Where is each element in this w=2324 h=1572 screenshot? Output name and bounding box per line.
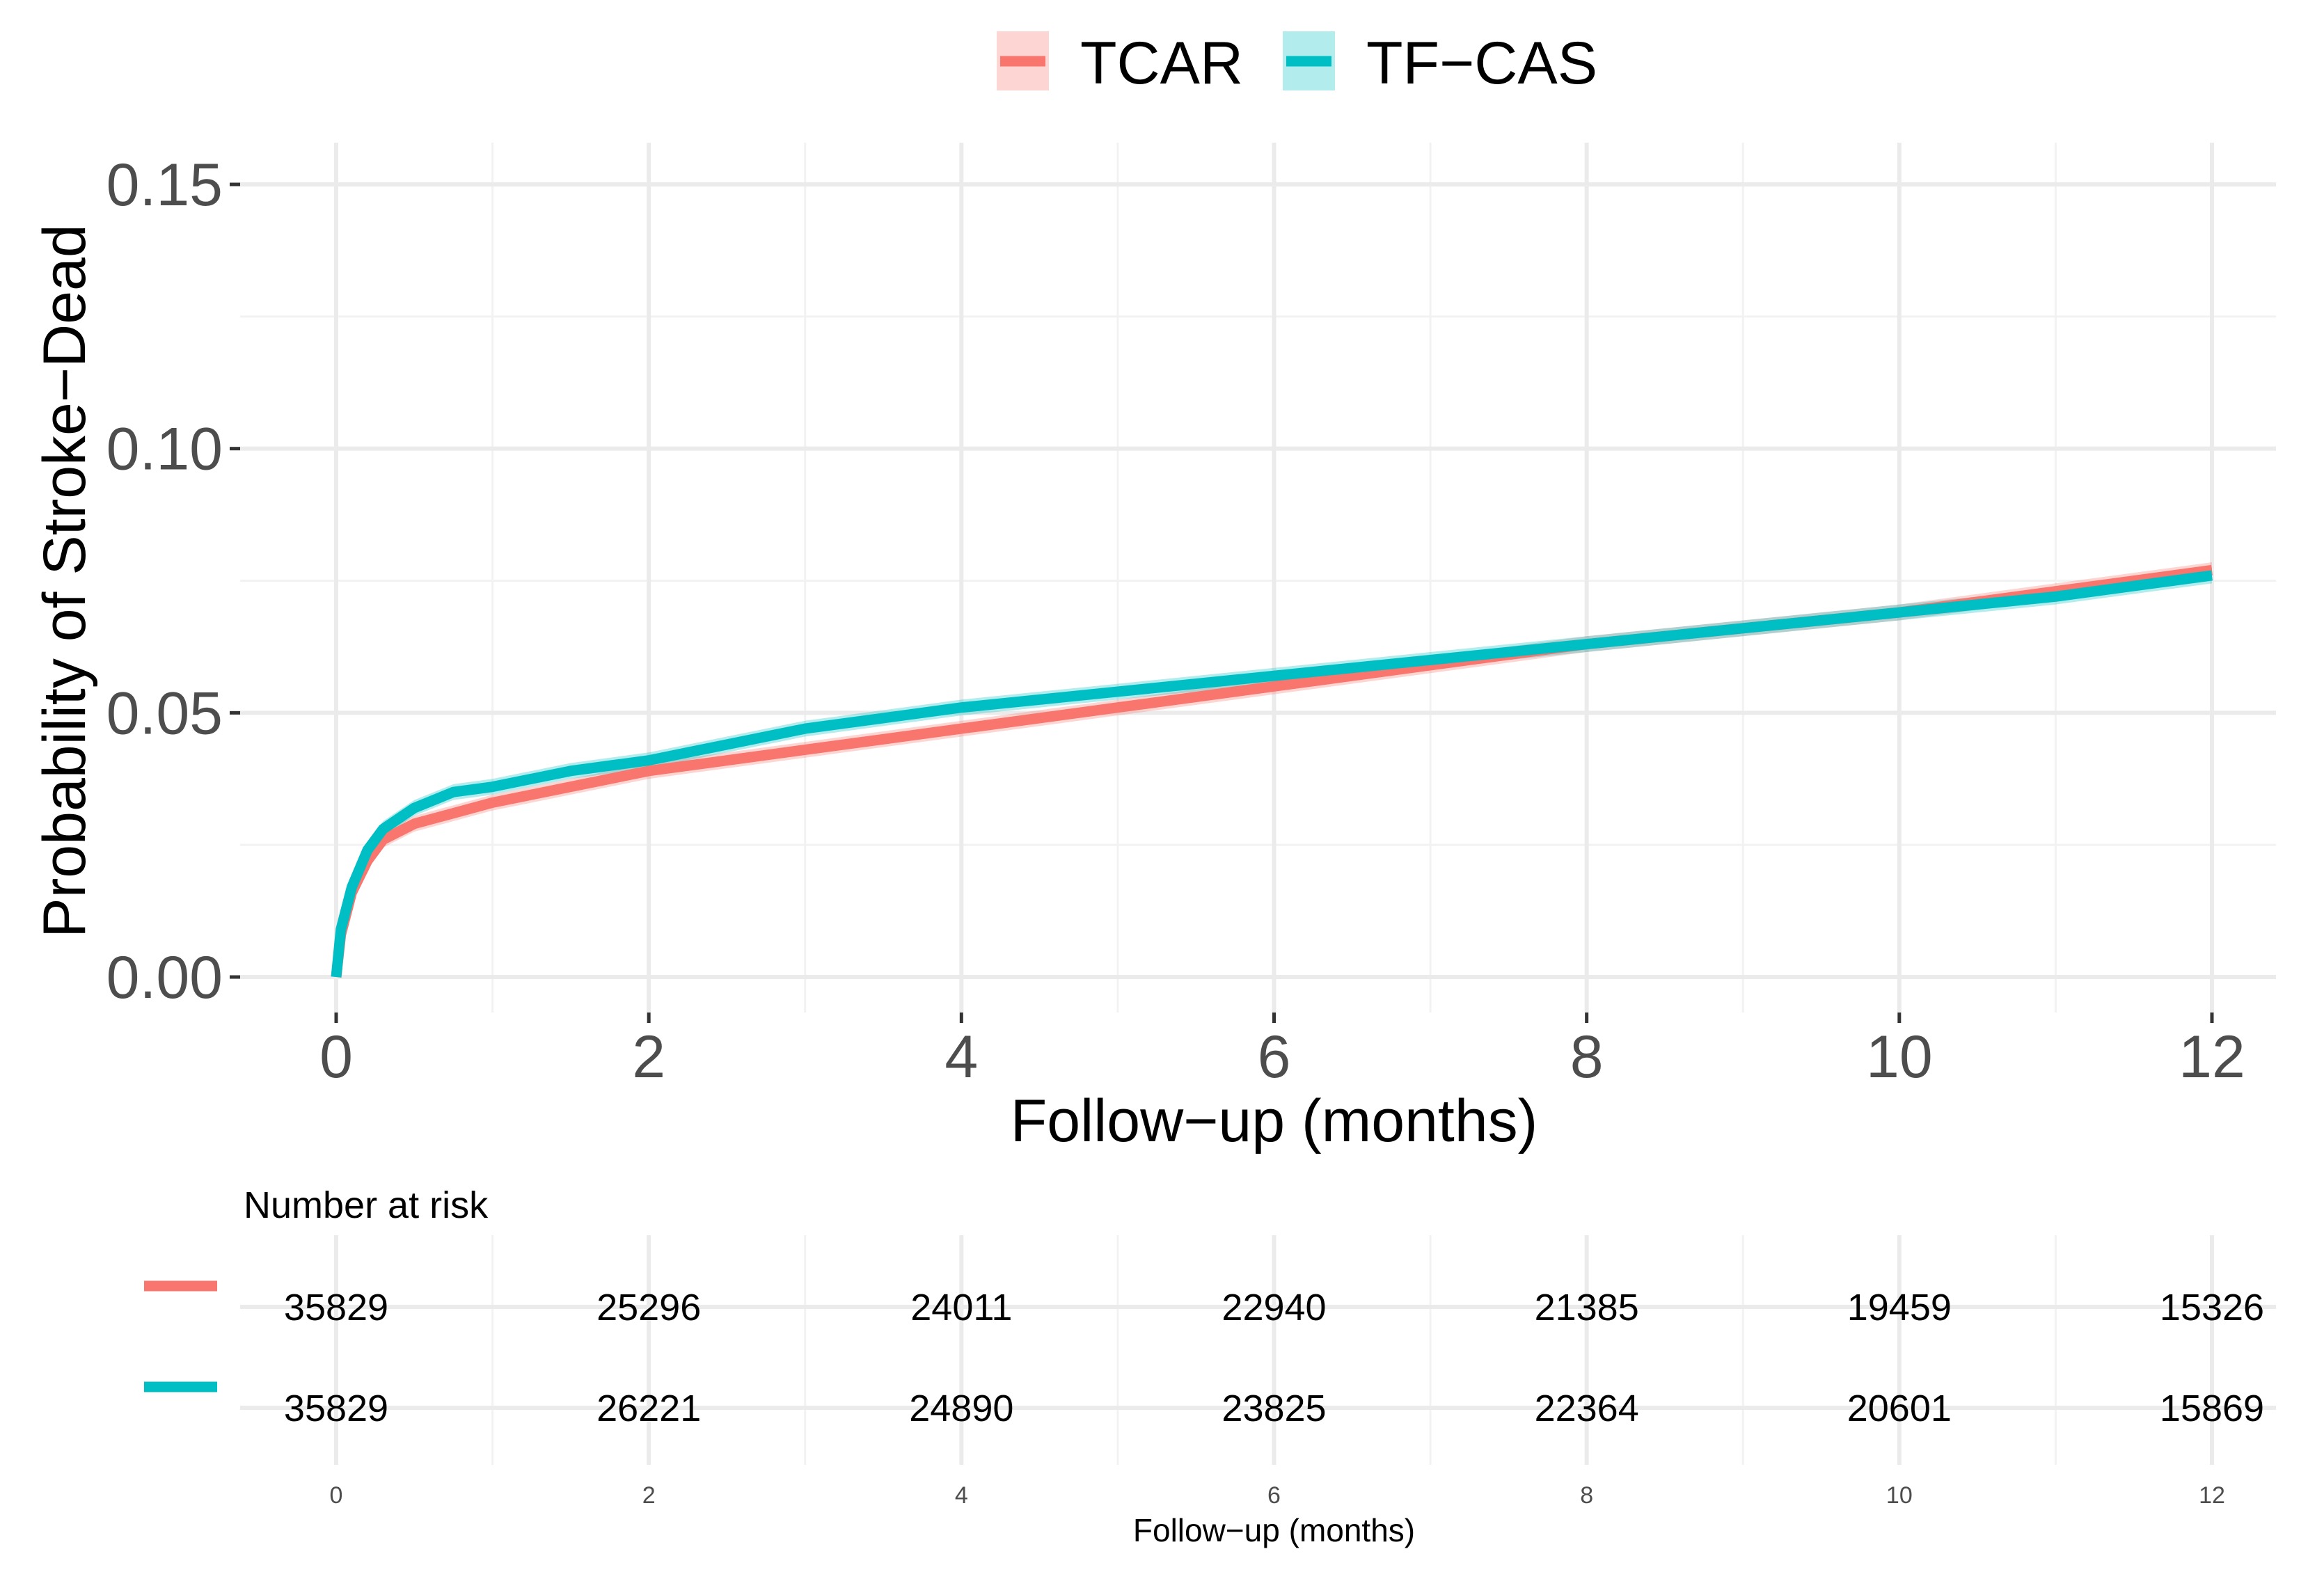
risk-value: 22940 [1222,1287,1326,1328]
x-tick-label: 6 [1258,1024,1291,1090]
risk-x-tick-label: 6 [1267,1482,1281,1509]
risk-table-title: Number at risk [244,1184,489,1226]
risk-value: 15326 [2160,1287,2264,1328]
risk-value: 19459 [1847,1287,1952,1328]
risk-value: 22364 [1535,1388,1639,1429]
risk-x-tick-label: 2 [642,1482,656,1509]
x-tick-label: 8 [1570,1024,1604,1090]
risk-x-tick-label: 8 [1580,1482,1593,1509]
confidence-bands [336,562,2212,977]
x-tick-label: 4 [944,1024,978,1090]
risk-x-axis-title: Follow−up (months) [1133,1512,1415,1548]
y-tick-label: 0.10 [106,416,223,483]
risk-value: 25296 [596,1287,701,1328]
risk-value: 35829 [284,1388,388,1429]
y-tick-label: 0.00 [106,944,223,1011]
legend: TCAR TF−CAS [997,30,1597,97]
risk-table: Number at risk 35829 25296 24011 22940 21385 1… [144,1184,2276,1548]
risk-x-tick-label: 4 [955,1482,968,1509]
legend-label-0: TCAR [1080,30,1243,97]
risk-value: 26221 [596,1388,701,1429]
x-tick-label: 2 [632,1024,665,1090]
legend-label-1: TF−CAS [1366,30,1597,97]
x-tick-label: 12 [2179,1024,2245,1090]
x-tick-label: 0 [319,1024,353,1090]
risk-value: 24011 [910,1287,1012,1328]
risk-value: 23825 [1222,1388,1326,1429]
x-tick-label: 10 [1866,1024,1933,1090]
risk-x-tick-label: 10 [1886,1482,1913,1509]
risk-value: 20601 [1847,1388,1952,1429]
risk-value: 15869 [2160,1388,2264,1429]
y-tick-label: 0.05 [106,680,223,747]
y-tick-label: 0.15 [106,152,223,219]
ci-band-tcar [336,562,2212,977]
plot-grid [240,143,2276,1013]
series-lines [331,564,2213,978]
x-axis: 0 2 4 6 8 10 12 Follow−up (months) [319,1013,2245,1154]
risk-value: 24890 [909,1388,1013,1429]
risk-x-tick-label: 0 [330,1482,343,1509]
risk-x-tick-label: 12 [2199,1482,2225,1509]
risk-value: 35829 [284,1287,388,1328]
y-axis-title: Probability of Stroke−Dead [31,224,98,937]
series-line-tf-cas [331,570,2213,978]
x-axis-title: Follow−up (months) [1011,1088,1538,1154]
risk-value: 21385 [1535,1287,1639,1328]
